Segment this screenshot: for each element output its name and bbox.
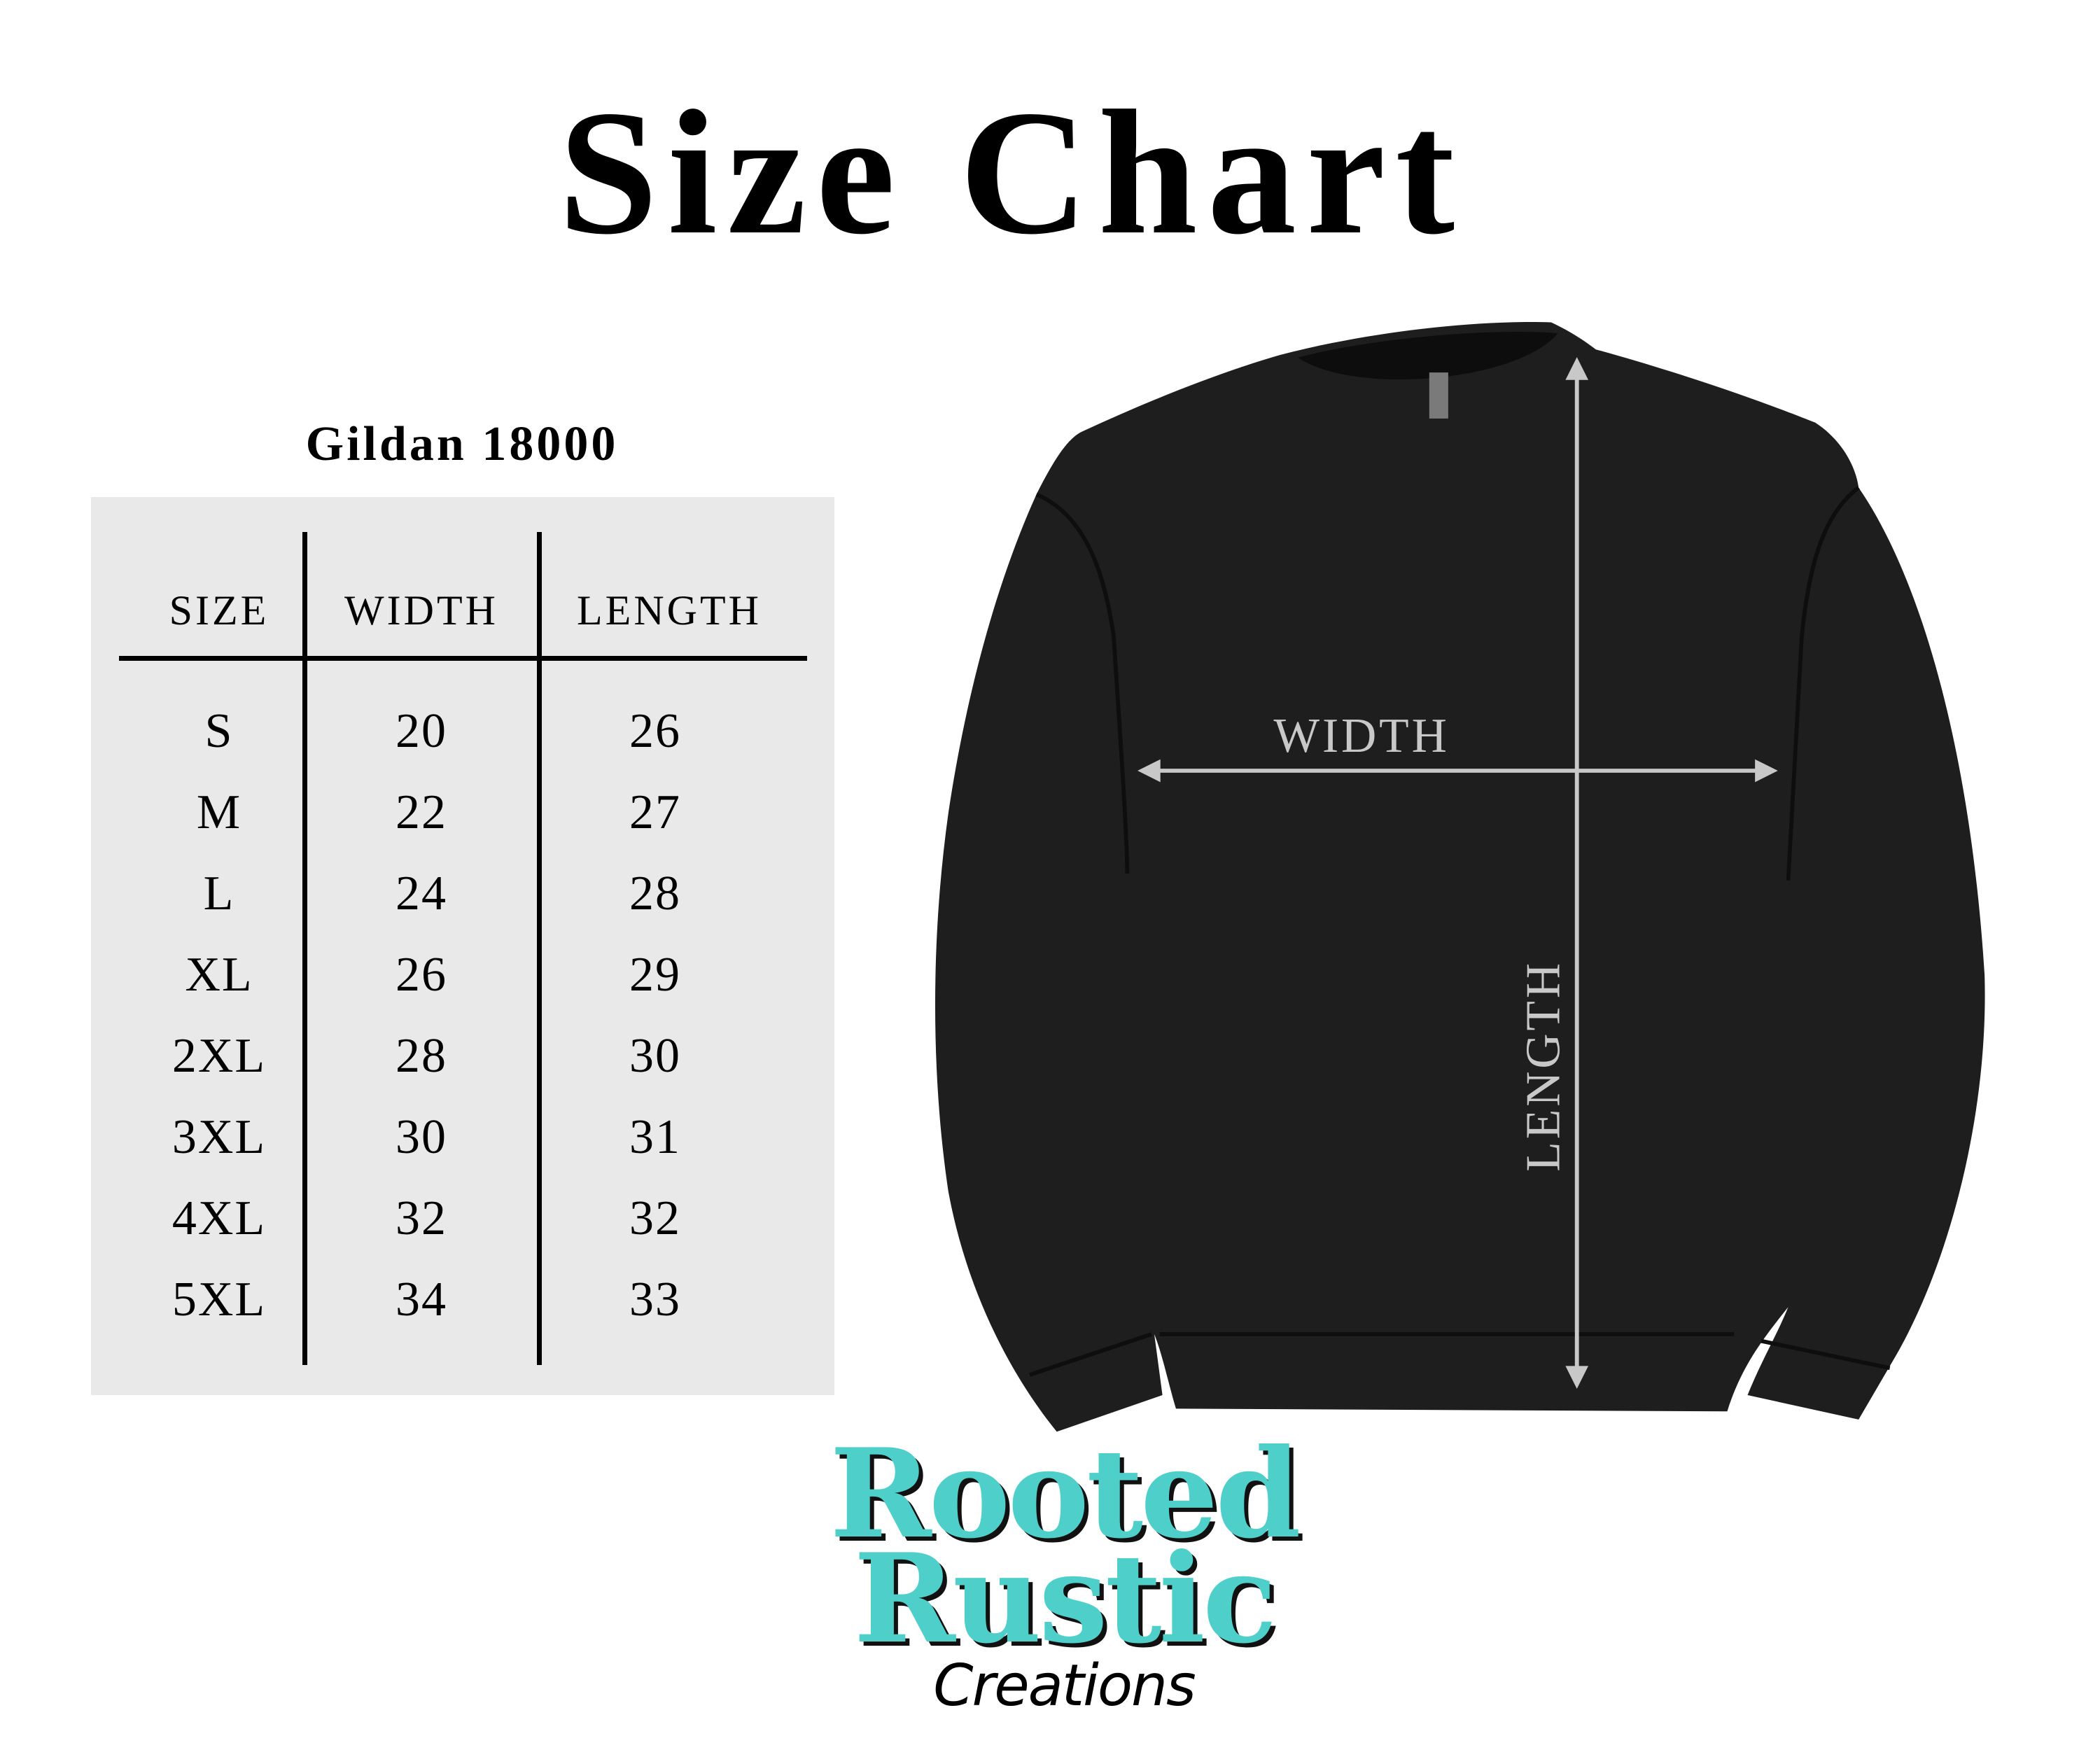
cell-width: 34 [396, 1273, 447, 1326]
cell-width: 28 [396, 1029, 447, 1083]
logo-rustic: Rustic [853, 1527, 1277, 1671]
cell-length: 29 [629, 948, 681, 1002]
cell-length: 27 [629, 785, 681, 839]
header-width: WIDTH [344, 587, 498, 634]
length-arrowhead-top [1565, 357, 1589, 380]
header-length: LENGTH [577, 587, 762, 634]
column-divider [537, 532, 542, 1365]
cell-length: 30 [629, 1029, 681, 1083]
cell-size: 5XL [172, 1273, 267, 1326]
width-label: WIDTH [1273, 709, 1449, 763]
length-arrowhead-bottom [1565, 1366, 1589, 1390]
cell-width: 20 [396, 704, 447, 758]
neck-opening [1298, 332, 1558, 380]
brand-logo: Rooted Rustic Creations [826, 1422, 1302, 1719]
logo-creations: Creations [933, 1653, 1196, 1719]
cell-length: 33 [629, 1273, 681, 1326]
cell-size: XL [185, 948, 253, 1002]
page-title: Size Chart [558, 74, 1465, 272]
cell-width: 22 [396, 785, 447, 839]
cell-size: M [196, 785, 242, 839]
measure-arrows [1138, 357, 1778, 1390]
cell-size: 3XL [172, 1110, 267, 1164]
cell-width: 26 [396, 948, 447, 1002]
cell-size: 4XL [172, 1191, 267, 1245]
sweatshirt-body [934, 321, 1985, 1432]
cell-width: 32 [396, 1191, 447, 1245]
length-label: LENGTH [1517, 960, 1571, 1172]
header-size: SIZE [169, 587, 270, 634]
cell-length: 32 [629, 1191, 681, 1245]
neck-label-tag [1429, 372, 1448, 419]
cell-length: 28 [629, 867, 681, 920]
cell-size: 2XL [172, 1029, 267, 1083]
cell-size: L [203, 867, 235, 920]
cell-width: 24 [396, 867, 447, 920]
cell-width: 30 [396, 1110, 447, 1164]
width-arrowhead-right [1755, 759, 1778, 783]
size-table: SIZE WIDTH LENGTH S 20 26 M 22 27 L 24 28 XL 26 29 2… [91, 497, 834, 1395]
seam-lines [1029, 486, 1891, 1377]
product-name: Gildan 18000 [305, 417, 619, 471]
header-divider [119, 656, 807, 661]
column-divider [302, 532, 307, 1365]
logo-rooted: Rooted [830, 1422, 1301, 1566]
cell-length: 26 [629, 704, 681, 758]
width-arrowhead-left [1138, 759, 1161, 783]
cell-size: S [204, 704, 234, 758]
cell-length: 31 [629, 1110, 681, 1164]
